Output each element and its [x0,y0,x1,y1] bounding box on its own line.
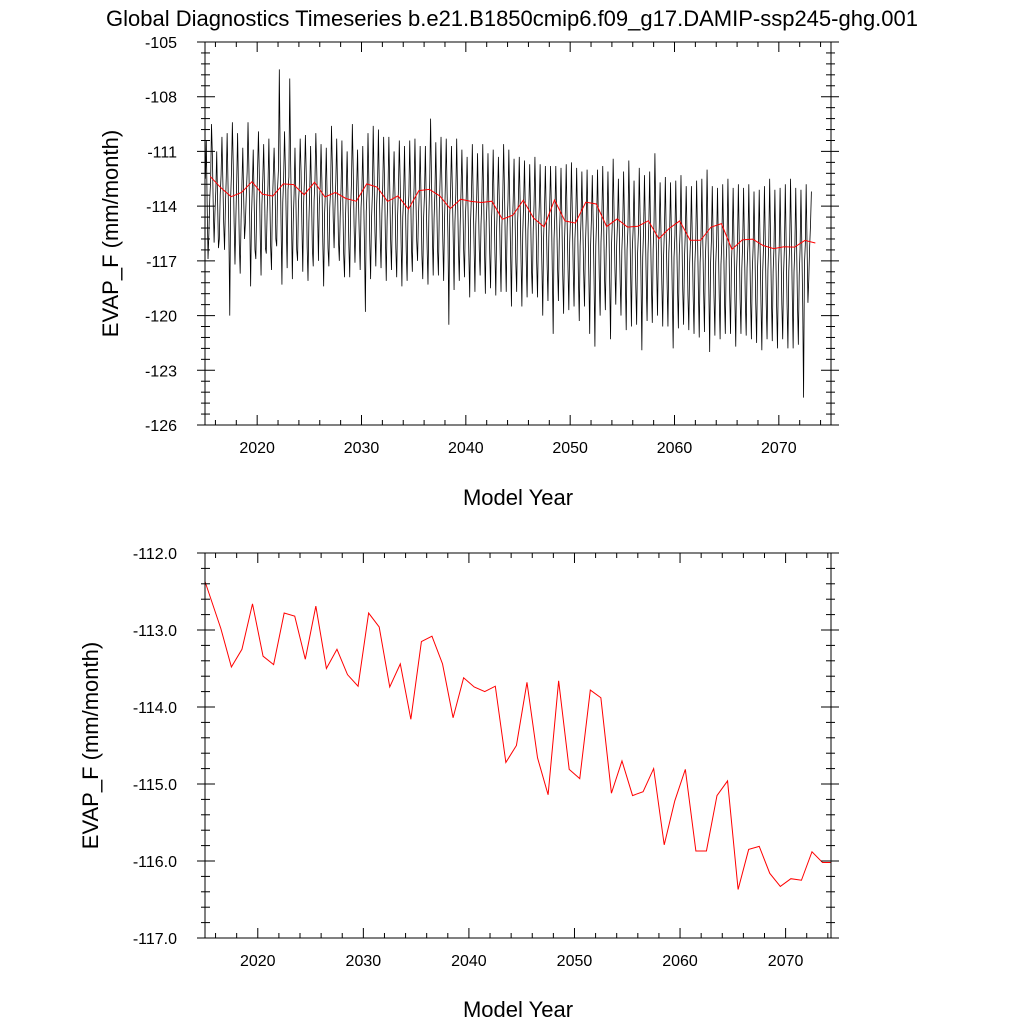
y-tick-label: -117.0 [133,931,177,948]
x-tick-label: 2070 [761,440,797,457]
x-tick-label: 2060 [657,440,693,457]
y-tick-label: -113.0 [133,623,177,640]
x-tick-label: 2060 [662,953,698,970]
y-tick-label: -116.0 [133,854,177,871]
x-tick-label: 2050 [557,953,593,970]
y-tick-label: -111 [147,144,177,161]
plot-frame [204,41,832,426]
plot-frame [204,552,832,939]
y-tick-label: -114 [146,199,177,216]
x-axis-title: Model Year [463,485,573,510]
y-tick-label: -105 [145,35,177,52]
figure-title: Global Diagnostics Timeseries b.e21.B185… [106,6,918,31]
x-tick-label: 2020 [239,440,275,457]
bottom-panel: 2020 2030 2040 2050 2060 2070 -117.0 -116.0 -115… [78,546,839,1022]
x-tick-label: 2040 [448,440,484,457]
x-tick-label: 2070 [768,953,804,970]
top-panel: 2020 2030 2040 2050 2060 2070 -126 -123 -120 -117… [98,35,839,510]
y-tick-label: -108 [145,90,177,107]
y-tick-label: -126 [145,418,177,435]
x-axis-title: Model Year [463,997,573,1022]
y-tick-label: -114.0 [133,700,177,717]
y-axis-title: EVAP_F (mm/month) [78,642,103,849]
y-axis-title: EVAP_F (mm/month) [98,130,123,337]
annual-mean-line [209,176,816,251]
y-tick-label: -112.0 [133,546,177,563]
y-tick-label: -117 [146,254,177,271]
x-tick-label: 2040 [451,953,487,970]
y-tick-label: -115.0 [133,777,177,794]
x-tick-label: 2050 [552,440,588,457]
annual-mean-line [205,581,831,890]
x-tick-label: 2020 [240,953,276,970]
x-tick-label: 2030 [346,953,382,970]
monthly-series-line [205,69,812,398]
x-tick-label: 2030 [344,440,380,457]
y-tick-label: -123 [145,363,177,380]
y-tick-label: -120 [145,309,177,326]
